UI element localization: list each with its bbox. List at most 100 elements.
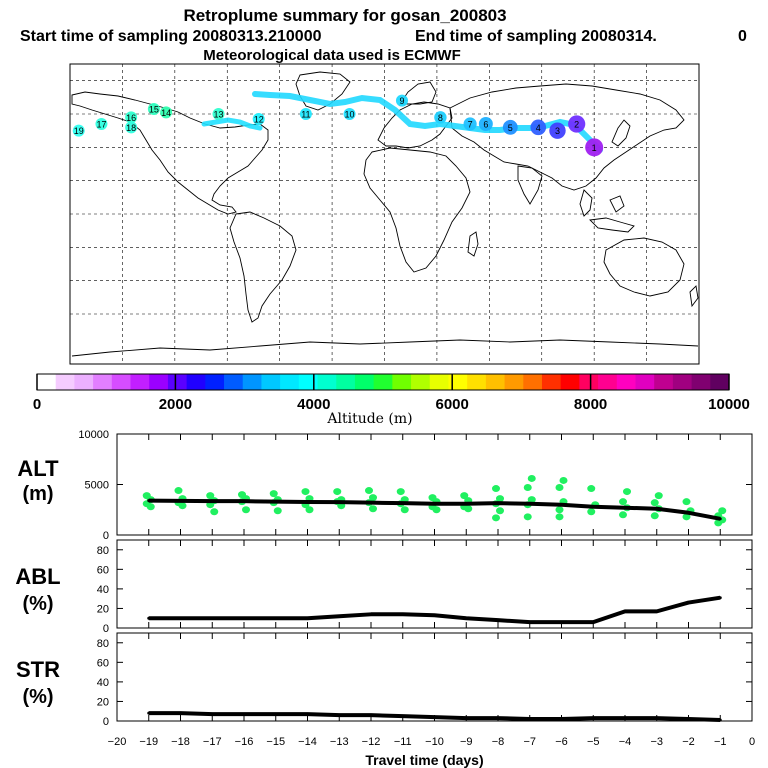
y-tick-label: 0 [103, 530, 109, 542]
x-tick-label: −2 [682, 736, 695, 748]
series-point [655, 507, 659, 511]
altitude-scatter-point [333, 488, 342, 496]
series-point [242, 499, 246, 503]
series-point [242, 616, 246, 620]
altitude-scatter-point [619, 511, 627, 519]
series-point [623, 609, 627, 613]
series-point [433, 613, 436, 617]
y-tick-label: 80 [97, 545, 109, 557]
colorbar-swatch [186, 374, 206, 390]
time-series-panels: 10000 5000 0 ALT(m) 80 60 40 20 0 ABL (%) 80 60 40 20 0… [15, 429, 755, 768]
x-tick-label: −15 [266, 736, 285, 748]
plume-blob [147, 103, 160, 115]
altitude-scatter-point [460, 492, 469, 500]
panel-title: ABL [15, 564, 60, 589]
series-point [464, 716, 468, 720]
plume-day-label: 17 [96, 120, 106, 130]
colorbar-swatch [336, 374, 356, 390]
series-point [655, 716, 659, 720]
series-point [718, 517, 722, 521]
colorbar-swatch [616, 374, 636, 390]
plume-blob [530, 119, 547, 136]
series-point [369, 612, 373, 616]
altitude-scatter-point [369, 494, 377, 502]
colorbar-tick-label: 0 [33, 396, 41, 413]
altitude-scatter-point [365, 487, 373, 495]
altitude-scatter-point [619, 498, 627, 506]
series-point [210, 616, 214, 620]
colorbar-swatch [504, 374, 524, 390]
altitude-scatter-point [492, 485, 500, 493]
plume-day-label: 4 [536, 123, 541, 133]
altitude-scatter-point [527, 474, 536, 482]
series-point [560, 620, 563, 624]
altitude-scatter-point [492, 514, 500, 522]
series-point [623, 506, 627, 510]
plume-blob [478, 117, 493, 131]
x-tick-label: −3 [650, 736, 663, 748]
y-tick-label: 20 [97, 696, 109, 708]
plume-blob [434, 111, 447, 124]
plume-track [252, 91, 603, 153]
x-tick-label: −6 [555, 736, 568, 748]
colorbar-tick-label: 4000 [297, 396, 330, 413]
altitude-scatter-point [206, 492, 215, 500]
series-point [147, 499, 151, 503]
x-tick-label: −9 [460, 736, 473, 748]
colorbar-swatch [710, 374, 730, 390]
altitude-scatter-point [400, 506, 409, 514]
series-point [274, 712, 278, 716]
colorbar-tick-label: 10000 [708, 396, 750, 413]
plume-day-label: 10 [345, 110, 355, 120]
series-point [718, 718, 722, 722]
panel-title: STR [16, 657, 60, 682]
x-tick-label: −11 [394, 736, 412, 748]
series-point [433, 715, 436, 719]
plume-blob [95, 118, 108, 130]
altitude-colorbar [36, 373, 730, 391]
colorbar-swatch [691, 374, 711, 390]
altitude-scatter-point [682, 513, 691, 521]
series-point [496, 501, 500, 505]
plume-day-label: 12 [254, 115, 264, 125]
series-point [623, 716, 627, 720]
colorbar-swatch [411, 374, 431, 390]
plume-day-label: 16 [126, 113, 136, 123]
altitude-scatter-point [555, 484, 564, 492]
colorbar-label: Altitude (m) [326, 411, 412, 427]
x-tick-label: −7 [523, 736, 536, 748]
series-point [337, 614, 341, 618]
series-point [687, 717, 690, 721]
panel-alt: 10000 5000 0 ALT(m) [17, 429, 753, 542]
colorbar-swatch [354, 374, 375, 390]
colorbar-swatch [654, 374, 674, 390]
x-tick-label: −19 [139, 736, 158, 748]
series-point [337, 500, 341, 504]
colorbar-swatch [37, 374, 57, 390]
y-tick-label: 40 [97, 584, 109, 596]
colorbar-swatch [205, 374, 225, 390]
series-point [337, 713, 341, 717]
altitude-scatter-point [650, 499, 659, 507]
series-point [687, 601, 690, 605]
colorbar-swatch [317, 374, 337, 390]
series-point [528, 717, 532, 721]
colorbar-swatch [111, 374, 132, 390]
x-tick-label: −17 [203, 736, 222, 748]
plume-track-west [201, 117, 263, 131]
series-point [464, 616, 468, 620]
altitude-scatter-point [238, 491, 246, 499]
series-point [528, 502, 532, 506]
colorbar-swatch [635, 374, 655, 390]
altitude-scatter-point [428, 494, 437, 502]
altitude-scatter-point [682, 498, 691, 506]
abl-series-line [148, 595, 721, 625]
colorbar-swatch [93, 374, 113, 390]
panel-abl: 80 60 40 20 0 ABL (%) [15, 539, 753, 635]
colorbar-swatch [149, 374, 169, 390]
altitude-scatter-point [587, 508, 596, 516]
y-tick-label: 60 [97, 657, 109, 669]
plume-blob [125, 111, 138, 124]
series-point [718, 596, 722, 600]
